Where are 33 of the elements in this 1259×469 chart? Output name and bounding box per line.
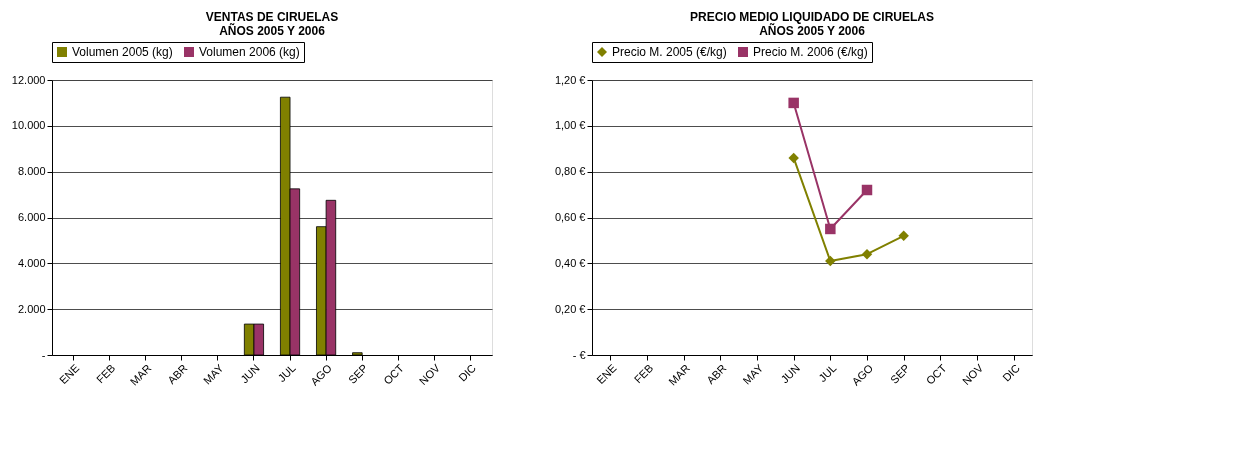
x-tick-label: JUL [275, 361, 298, 385]
y-tick-label: 0,60 € [554, 211, 586, 223]
y-tick-label: 8.000 [17, 165, 46, 178]
legend-label: Precio M. 2006 (€/kg) [753, 45, 868, 59]
legend-label: Volumen 2005 (kg) [72, 45, 173, 59]
point [825, 223, 836, 235]
chart-title: PRECIO MEDIO LIQUIDADO DE CIRUELAS AÑOS 2005 Y 2006 [689, 9, 935, 38]
point [898, 230, 909, 242]
y-tick-label: 0,80 € [554, 165, 586, 178]
x-tick-label: FEB [631, 361, 656, 386]
y-tick-label: 4.000 [17, 256, 46, 269]
x-tick-label: FEB [93, 361, 118, 386]
point [825, 255, 836, 267]
point [788, 152, 799, 164]
point [861, 184, 873, 196]
point [861, 248, 873, 260]
y-tick-label: - € [572, 348, 586, 361]
x-tick-label: JUL [816, 361, 839, 385]
y-tick-label: 0,20 € [554, 302, 586, 315]
legend-label: Volumen 2006 (kg) [199, 45, 300, 59]
y-tick-label: 0,40 € [554, 256, 586, 269]
y-tick-label: 12.000 [11, 73, 46, 86]
y-tick-label: 1,20 € [554, 73, 586, 86]
x-tick-label: DIC [456, 361, 479, 384]
legend-label: Precio M. 2005 (€/kg) [612, 45, 727, 59]
y-tick-label: 6.000 [17, 211, 46, 223]
chart-title: VENTAS DE CIRUELAS AÑOS 2005 Y 2006 [205, 9, 339, 38]
point [788, 97, 799, 109]
x-tick-label: DIC [1000, 361, 1022, 384]
y-tick-label: 1,00 € [554, 119, 586, 132]
y-tick-label: - [41, 348, 46, 361]
y-tick-label: 10.000 [11, 119, 46, 132]
y-tick-label: 2.000 [17, 302, 46, 315]
